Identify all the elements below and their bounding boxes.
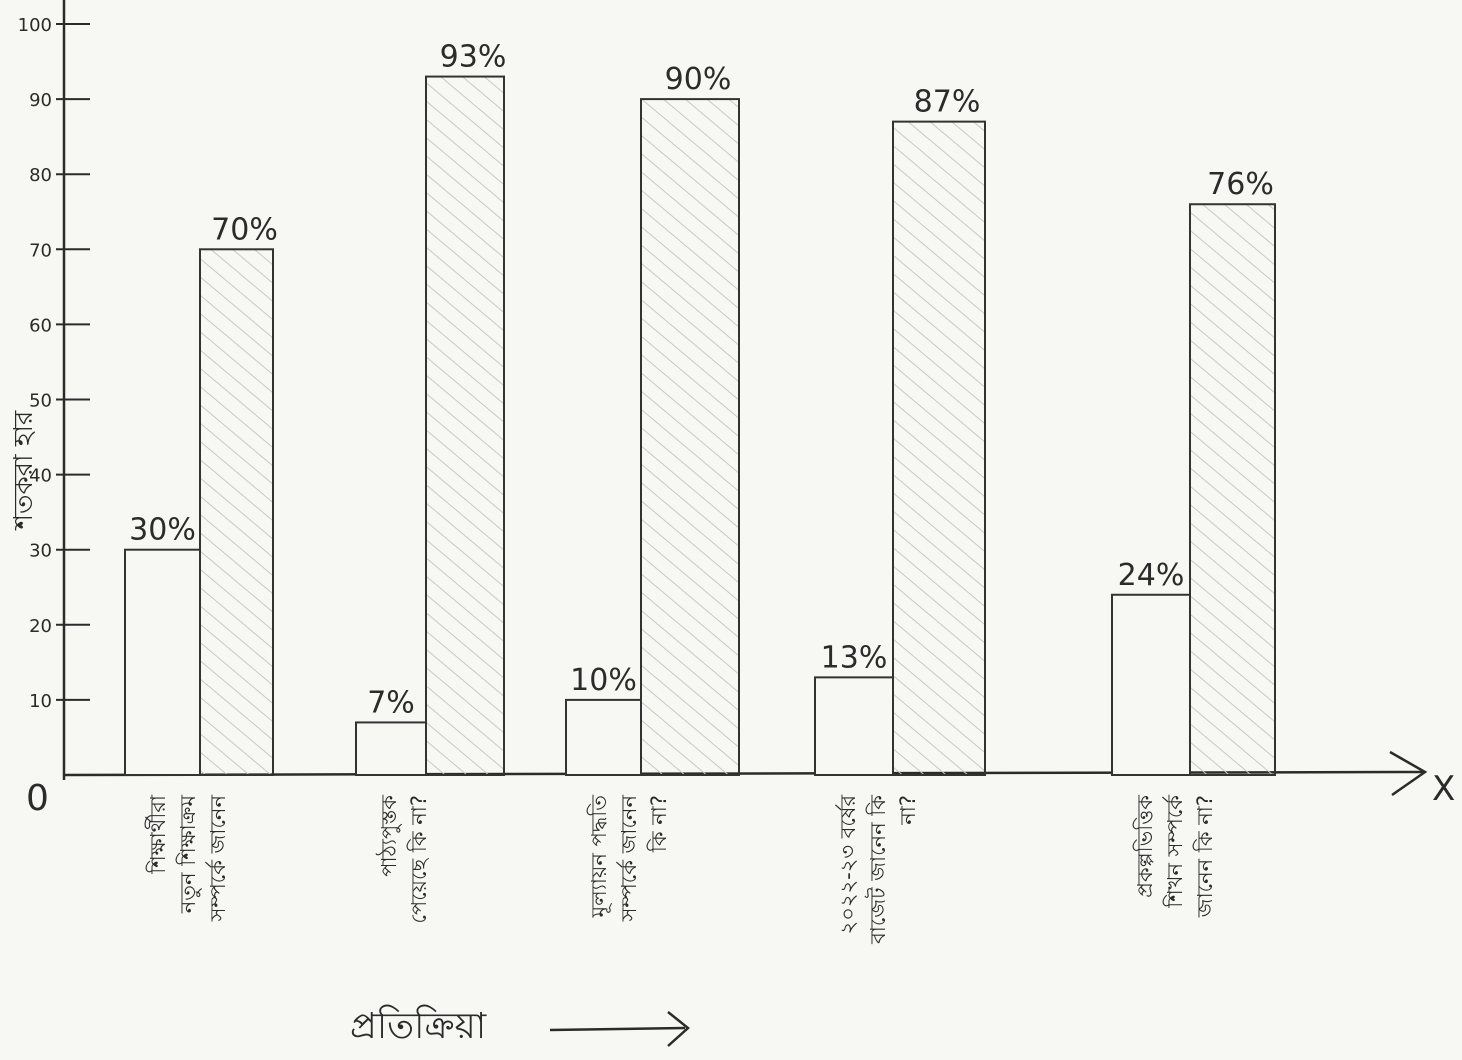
y-tick-label: 60	[29, 315, 52, 336]
x-axis-end-label: X	[1432, 769, 1455, 809]
x-axis-title-arrow	[549, 1026, 686, 1032]
x-label-group: শিক্ষার্থীরা নতুন শিক্ষাক্রম সম্পর্কে জানে…	[145, 794, 1217, 945]
data-label: 24%	[1118, 558, 1185, 593]
data-label: 90%	[665, 62, 732, 97]
y-tick-label: 70	[29, 240, 52, 261]
data-label: 10%	[570, 663, 637, 698]
data-label: 76%	[1207, 167, 1274, 202]
bar-2-a	[355, 721, 427, 776]
bar-1-a	[124, 548, 201, 777]
category-label: ২০২২-২৩ বর্ষের বাজেট জানেন কি না?	[835, 795, 920, 945]
y-tick-label: 10	[29, 691, 52, 712]
bar-5-a	[1111, 593, 1191, 777]
x-axis-title-arrowhead	[667, 1011, 690, 1047]
y-tick-label: 20	[29, 616, 52, 637]
y-tick-label: 100	[18, 15, 52, 36]
y-tick-label: 40	[29, 466, 52, 487]
bar-group: 30% 70% 7% 93% 10% 90% 13% 87% 24% 76%	[124, 40, 1276, 777]
data-label: 30%	[129, 513, 196, 548]
bar-1-b	[199, 248, 274, 777]
x-axis-title: প্রতিক্রিয়া	[350, 1005, 487, 1047]
data-label: 13%	[821, 640, 888, 675]
y-axis-title: শতকরা হার	[9, 410, 39, 531]
data-label: 87%	[914, 85, 981, 120]
category-label: পাঠ্যপুস্তক পেয়েছে কি না?	[376, 795, 431, 924]
x-axis-arrowhead	[1389, 750, 1428, 797]
origin-label: 0	[26, 778, 49, 819]
y-tick-label: 50	[29, 391, 52, 412]
category-label: প্রকল্পভিত্তিক শিখন সম্পর্কে জানেন কি না?	[1133, 795, 1217, 919]
bar-3-a	[565, 698, 642, 777]
y-tick-label: 30	[29, 541, 52, 562]
data-label: 93%	[440, 40, 507, 75]
bar-5-b	[1189, 203, 1276, 777]
bar-4-a	[814, 676, 894, 776]
y-tick-label: 80	[29, 165, 52, 186]
y-tick-group: 10 20 30 40 50 60 70 80 90 100	[18, 15, 90, 712]
bar-3-b	[640, 98, 740, 777]
y-tick-label: 90	[29, 90, 52, 111]
category-label: মূল্যায়ন পদ্ধতি সম্পর্কে জানেন কি না?	[587, 794, 671, 923]
bar-2-b	[425, 75, 505, 776]
data-label: 70%	[211, 212, 278, 247]
category-label: শিক্ষার্থীরা নতুন শিক্ষাক্রম সম্পর্কে জানে…	[145, 794, 230, 922]
bar-4-b	[892, 120, 986, 776]
data-label: 7%	[367, 685, 415, 720]
